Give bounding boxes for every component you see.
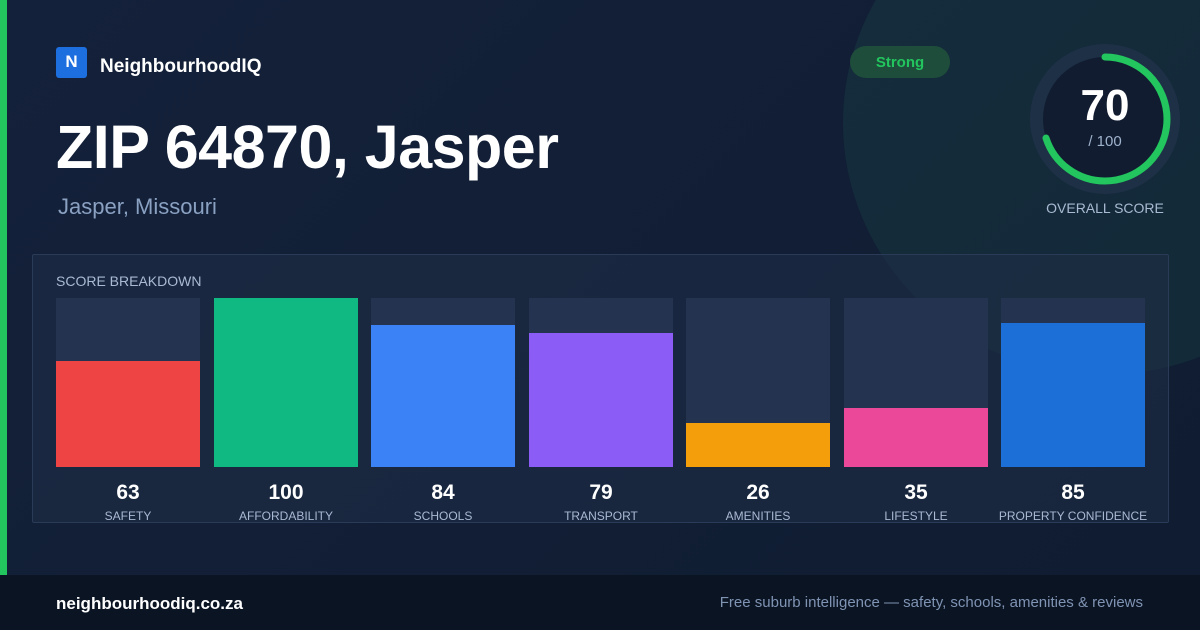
page-subtitle: Jasper, Missouri	[58, 194, 217, 219]
bar-schools: 84 SCHOOLS	[371, 298, 515, 523]
bar-category-label: PROPERTY CONFIDENCE	[998, 509, 1148, 523]
bar-fill	[1001, 323, 1145, 467]
bar-property-confidence: 85 PROPERTY CONFIDENCE	[999, 298, 1147, 523]
bar-lifestyle: 35 LIFESTYLE	[844, 298, 988, 523]
bar-fill	[529, 333, 673, 467]
bar-category-label: AMENITIES	[725, 509, 791, 523]
bar-track	[371, 298, 515, 467]
overall-score-label: OVERALL SCORE	[1046, 200, 1164, 216]
bar-value-label: 79	[589, 481, 613, 504]
accent-bar	[0, 0, 7, 575]
bar-track	[844, 298, 988, 467]
bar-track	[686, 298, 830, 467]
breakdown-bars: 63 SAFETY 100 AFFORDABILITY 84 SCHOOLS 79 TRANS…	[56, 298, 1147, 523]
bar-category-label: TRANSPORT	[564, 509, 638, 523]
bar-amenities: 26 AMENITIES	[686, 298, 830, 523]
bar-fill	[214, 298, 358, 467]
footer-domain[interactable]: neighbourhoodiq.co.za	[56, 594, 243, 613]
footer-tagline: Free suburb intelligence — safety, schoo…	[719, 594, 1143, 611]
bar-category-label: SAFETY	[104, 509, 152, 523]
bar-fill	[844, 408, 988, 467]
bar-fill	[56, 361, 200, 467]
bar-track	[529, 298, 673, 467]
bar-value-label: 84	[431, 481, 455, 504]
bar-fill	[686, 423, 830, 467]
bar-track	[1001, 298, 1145, 467]
footer: neighbourhoodiq.co.za Free suburb intell…	[0, 575, 1200, 630]
overall-score-ring: 70 / 100	[1030, 44, 1180, 194]
overall-score-max: / 100	[1088, 133, 1122, 150]
breakdown-title: SCORE BREAKDOWN	[56, 273, 202, 289]
score-breakdown-panel: SCORE BREAKDOWN 63 SAFETY 100 AFFORDABILITY…	[32, 254, 1169, 523]
bar-fill	[371, 325, 515, 467]
bar-value-label: 63	[116, 481, 140, 504]
bar-transport: 79 TRANSPORT	[529, 298, 673, 523]
rating-badge: Strong	[850, 46, 950, 78]
logo-mark-icon: N	[56, 46, 87, 78]
bar-category-label: LIFESTYLE	[884, 509, 948, 523]
bar-value-label: 26	[746, 481, 770, 504]
page-title: ZIP 64870, Jasper	[56, 113, 559, 181]
score-ring-icon	[1030, 44, 1180, 194]
bar-category-label: AFFORDABILITY	[238, 509, 333, 523]
bar-track	[214, 298, 358, 467]
bar-safety: 63 SAFETY	[56, 298, 200, 523]
bar-value-label: 35	[904, 481, 928, 504]
bar-value-label: 100	[268, 481, 304, 504]
brand-name: NeighbourhoodIQ	[100, 56, 262, 77]
overall-score-value: 70	[1080, 81, 1130, 130]
bar-value-label: 85	[1061, 481, 1085, 504]
brand-logo[interactable]: N NeighbourhoodIQ	[56, 46, 261, 78]
bar-category-label: SCHOOLS	[413, 509, 473, 523]
bar-track	[56, 298, 200, 467]
bar-affordability: 100 AFFORDABILITY	[214, 298, 358, 523]
